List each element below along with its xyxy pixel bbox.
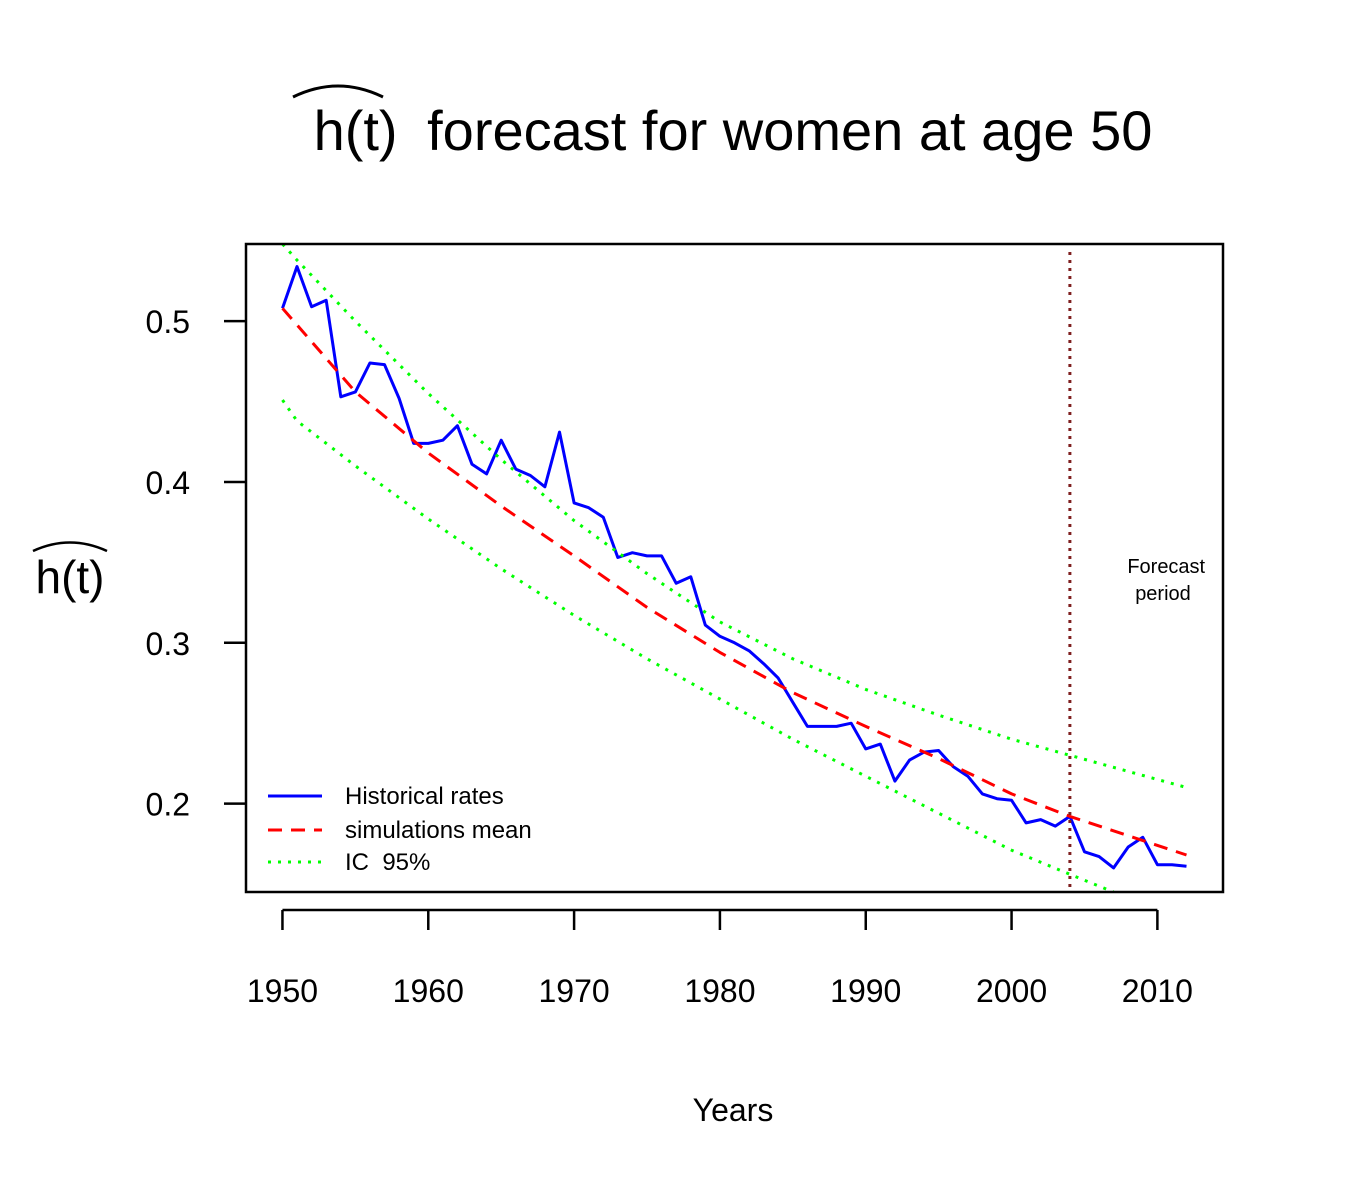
y-tick-label: 0.4	[146, 465, 190, 501]
x-tick-label: 2010	[1122, 973, 1193, 1009]
plot-frame	[244, 242, 1225, 894]
y-tick-label: 0.3	[146, 626, 190, 662]
x-tick-label: 1990	[830, 973, 901, 1009]
legend-label-historical: Historical rates	[345, 783, 504, 810]
x-tick-label: 1950	[247, 973, 318, 1009]
y-axis-label-hat	[32, 541, 108, 553]
legend-label-mean: simulations mean	[345, 817, 532, 844]
x-axis-label: Years	[693, 1092, 774, 1128]
x-tick-label: 1980	[684, 973, 755, 1009]
historical-rates-line	[281, 265, 1187, 870]
plot-layer: 1950 1960 1970 1980 1990 2000 2010 0.2 0.3 0.4 0.5	[146, 244, 1193, 1009]
legend: Historical rates simulations mean IC 95%	[268, 783, 532, 876]
title-rest: forecast for women at age 50	[427, 99, 1152, 162]
title-hat-accent	[292, 84, 384, 99]
simulations-mean-line	[281, 307, 1187, 857]
y-tick-label: 0.2	[146, 787, 190, 823]
x-tick-label: 2000	[976, 973, 1047, 1009]
y-axis-label: h(t)	[36, 551, 105, 603]
annotation-line-1: Forecast	[1127, 556, 1205, 578]
legend-label-ci: IC 95%	[345, 849, 430, 876]
y-tick-label: 0.5	[146, 304, 190, 340]
ci95-upper-line	[281, 244, 1187, 789]
x-tick-label: 1970	[539, 973, 610, 1009]
annotation-line-2: period	[1135, 583, 1191, 605]
ci95-lower-line	[281, 399, 1115, 892]
x-tick-label: 1960	[393, 973, 464, 1009]
chart-title: h(t) forecast for women at age 50	[314, 99, 1153, 162]
title-hat-symbol: h(t)	[314, 99, 398, 162]
forecast-period-annotation: Forecast period	[1127, 556, 1210, 605]
